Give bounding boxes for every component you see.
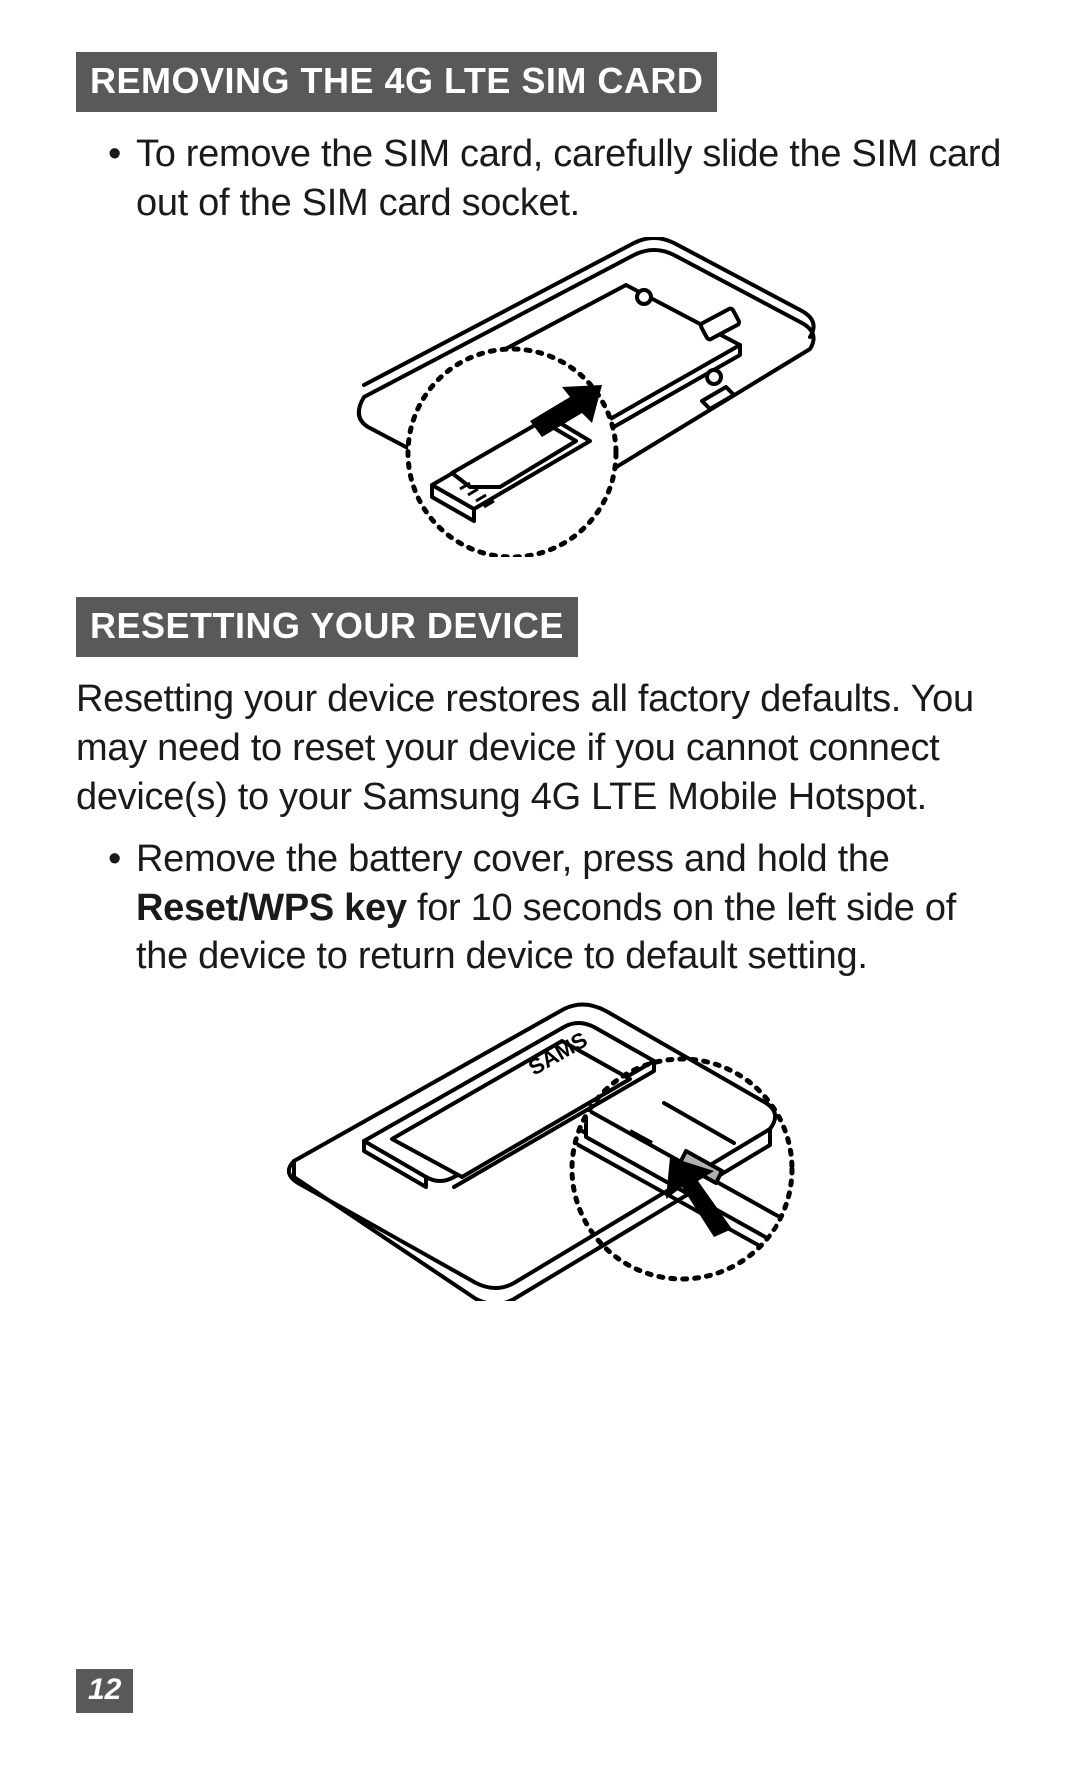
sim-removal-illustration (254, 237, 834, 557)
bullet-list: To remove the SIM card, carefully slide … (76, 130, 1012, 227)
page-number: 12 (76, 1669, 133, 1713)
section-heading-removing-sim: REMOVING THE 4G LTE SIM CARD (76, 52, 717, 112)
bullet-text-pre: Remove the battery cover, press and hold… (136, 838, 890, 880)
section-heading-resetting: RESETTING YOUR DEVICE (76, 597, 578, 657)
manual-page: REMOVING THE 4G LTE SIM CARD To remove t… (0, 0, 1080, 1771)
bullet-text: To remove the SIM card, carefully slide … (136, 133, 1001, 224)
reset-button-illustration: SAMS (234, 991, 854, 1301)
bullet-text-bold: Reset/WPS key (136, 887, 407, 929)
intro-paragraph: Resetting your device restores all facto… (76, 675, 1012, 821)
bullet-list: Remove the battery cover, press and hold… (76, 835, 1012, 981)
list-item: To remove the SIM card, carefully slide … (108, 130, 1012, 227)
list-item: Remove the battery cover, press and hold… (108, 835, 1012, 981)
